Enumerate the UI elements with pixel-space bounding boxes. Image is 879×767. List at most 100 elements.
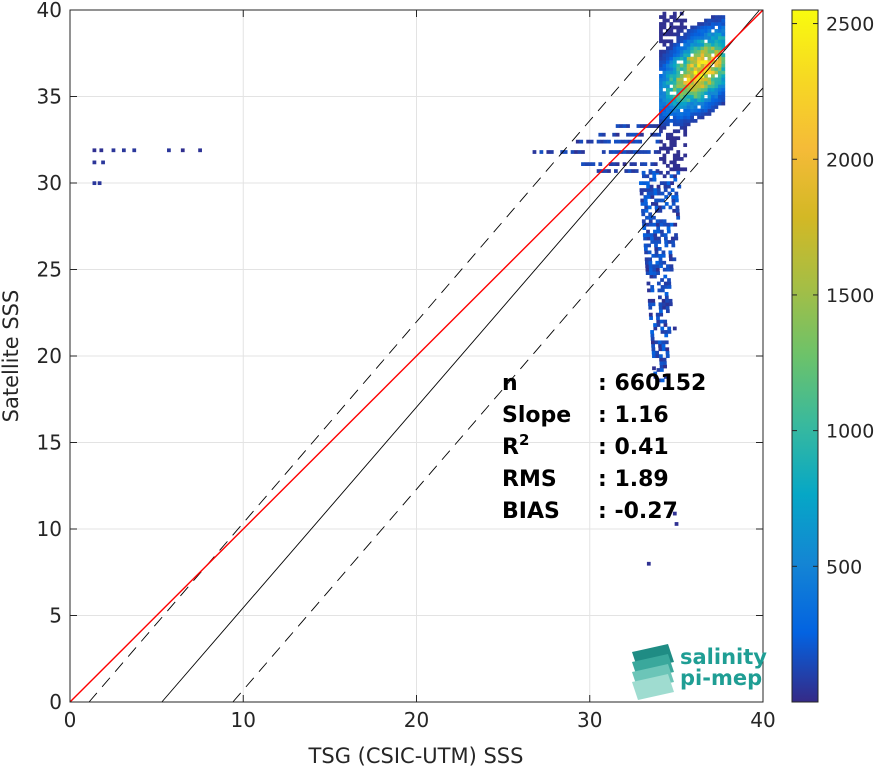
density-cell (643, 243, 648, 248)
density-cell (697, 98, 701, 102)
density-cell (679, 84, 684, 89)
density-cell (690, 77, 694, 82)
density-cell (677, 184, 682, 189)
density-cell (664, 202, 669, 206)
density-cell (665, 146, 670, 151)
density-cell (711, 91, 715, 96)
density-cell (686, 63, 691, 68)
density-cell (711, 77, 715, 82)
density-cell (711, 101, 715, 106)
density-cell (614, 139, 618, 144)
y-tick-label: 15 (37, 431, 62, 455)
density-cell (646, 188, 651, 192)
density-cell (664, 295, 669, 300)
density-cell (665, 101, 670, 106)
density-cell (721, 91, 726, 96)
density-cell (711, 56, 715, 61)
density-cell (690, 112, 694, 116)
density-cell (693, 77, 698, 82)
density-cell (693, 49, 698, 54)
density-cell (659, 56, 663, 61)
x-axis-title: TSG (CSIC-UTM) SSS (308, 744, 524, 767)
density-cell (704, 105, 708, 109)
density-cell (97, 181, 102, 186)
stat-value: : 0.41 (598, 435, 669, 460)
density-cell (683, 91, 688, 96)
density-cell (686, 122, 691, 127)
density-cell (669, 25, 674, 30)
density-cell (707, 35, 712, 40)
density-cell (639, 162, 644, 166)
density-cell (660, 278, 664, 282)
density-cell (648, 212, 653, 217)
density-cell (676, 215, 681, 220)
density-cell (683, 101, 688, 106)
y-tick-label: 30 (37, 171, 62, 195)
density-cell (711, 84, 715, 89)
density-cell (676, 170, 681, 175)
density-cell (717, 46, 722, 51)
density-cell (686, 35, 691, 40)
density-cell (646, 124, 651, 128)
density-cell (672, 77, 677, 82)
density-cell (707, 94, 712, 99)
density-cell (615, 124, 620, 128)
density-cell (707, 56, 712, 61)
density-cell (601, 150, 606, 154)
density-cell (721, 101, 726, 106)
density-cell (638, 139, 643, 144)
density-cell (721, 18, 726, 23)
density-cell (664, 330, 668, 334)
density-cell (704, 29, 708, 33)
density-cell (700, 22, 705, 26)
density-cell (629, 162, 634, 166)
density-cell (672, 25, 677, 30)
density-cell (714, 22, 719, 26)
density-cell (714, 67, 719, 71)
density-cell (721, 42, 726, 47)
density-cell (575, 139, 580, 144)
density-cell (714, 101, 719, 106)
density-cell (596, 139, 601, 144)
density-cell (690, 91, 694, 96)
stat-label: RMS (502, 467, 557, 492)
density-cell (704, 46, 708, 51)
density-cell (717, 32, 722, 37)
reference-line-lower-bound (232, 87, 764, 703)
density-cell (700, 91, 705, 96)
density-cell (634, 139, 639, 144)
density-cell (721, 53, 726, 58)
density-cell (661, 198, 665, 203)
density-cell (607, 169, 611, 173)
density-cell (693, 98, 698, 102)
density-cell (676, 70, 681, 75)
density-cell (650, 124, 655, 128)
density-cell (707, 112, 712, 116)
density-cell (700, 67, 705, 71)
density-cell (693, 80, 698, 85)
density-cell (653, 375, 658, 379)
density-cell (644, 202, 648, 206)
density-cell (656, 271, 660, 275)
density-cell (697, 53, 701, 58)
x-tick-label: 30 (577, 708, 602, 732)
density-cell (662, 25, 667, 30)
density-cell (674, 198, 679, 203)
density-cell (659, 49, 663, 54)
density-cell (683, 67, 688, 71)
density-cell (672, 108, 677, 113)
density-cell (676, 136, 681, 141)
density-cell (676, 42, 681, 47)
density-cell (662, 143, 667, 147)
density-cell (665, 53, 670, 58)
density-cell (676, 32, 681, 37)
colorbar-ticks: 500 1000 1500 2000 2500 (792, 14, 874, 578)
density-cell (714, 80, 719, 85)
density-cell (532, 150, 537, 154)
density-cell (717, 63, 722, 68)
density-cell (690, 42, 694, 47)
density-cell (717, 87, 722, 92)
density-cell (704, 18, 708, 23)
density-cell (683, 143, 688, 147)
density-cell (662, 260, 667, 265)
